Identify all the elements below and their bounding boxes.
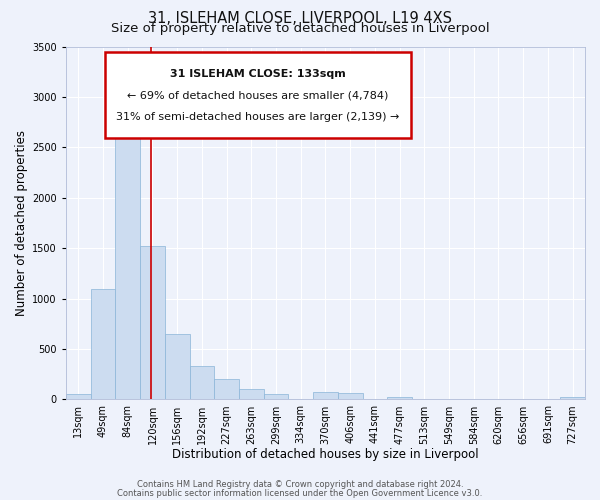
Y-axis label: Number of detached properties: Number of detached properties [15, 130, 28, 316]
Text: Contains public sector information licensed under the Open Government Licence v3: Contains public sector information licen… [118, 488, 482, 498]
Bar [214, 380, 239, 400]
Bar [66, 394, 91, 400]
Bar [190, 366, 214, 400]
Text: 31% of semi-detached houses are larger (2,139) →: 31% of semi-detached houses are larger (… [116, 112, 400, 122]
Bar [115, 104, 140, 400]
Bar [165, 334, 190, 400]
FancyBboxPatch shape [105, 52, 411, 139]
Bar [313, 392, 338, 400]
Text: 31, ISLEHAM CLOSE, LIVERPOOL, L19 4XS: 31, ISLEHAM CLOSE, LIVERPOOL, L19 4XS [148, 11, 452, 26]
Text: ← 69% of detached houses are smaller (4,784): ← 69% of detached houses are smaller (4,… [127, 90, 389, 101]
Bar [387, 398, 412, 400]
Bar [560, 398, 585, 400]
Bar [140, 246, 165, 400]
Bar [91, 288, 115, 400]
X-axis label: Distribution of detached houses by size in Liverpool: Distribution of detached houses by size … [172, 448, 479, 461]
Bar [263, 394, 289, 400]
Bar [239, 390, 263, 400]
Bar [338, 394, 362, 400]
Text: Size of property relative to detached houses in Liverpool: Size of property relative to detached ho… [110, 22, 490, 35]
Text: 31 ISLEHAM CLOSE: 133sqm: 31 ISLEHAM CLOSE: 133sqm [170, 70, 346, 80]
Text: Contains HM Land Registry data © Crown copyright and database right 2024.: Contains HM Land Registry data © Crown c… [137, 480, 463, 489]
